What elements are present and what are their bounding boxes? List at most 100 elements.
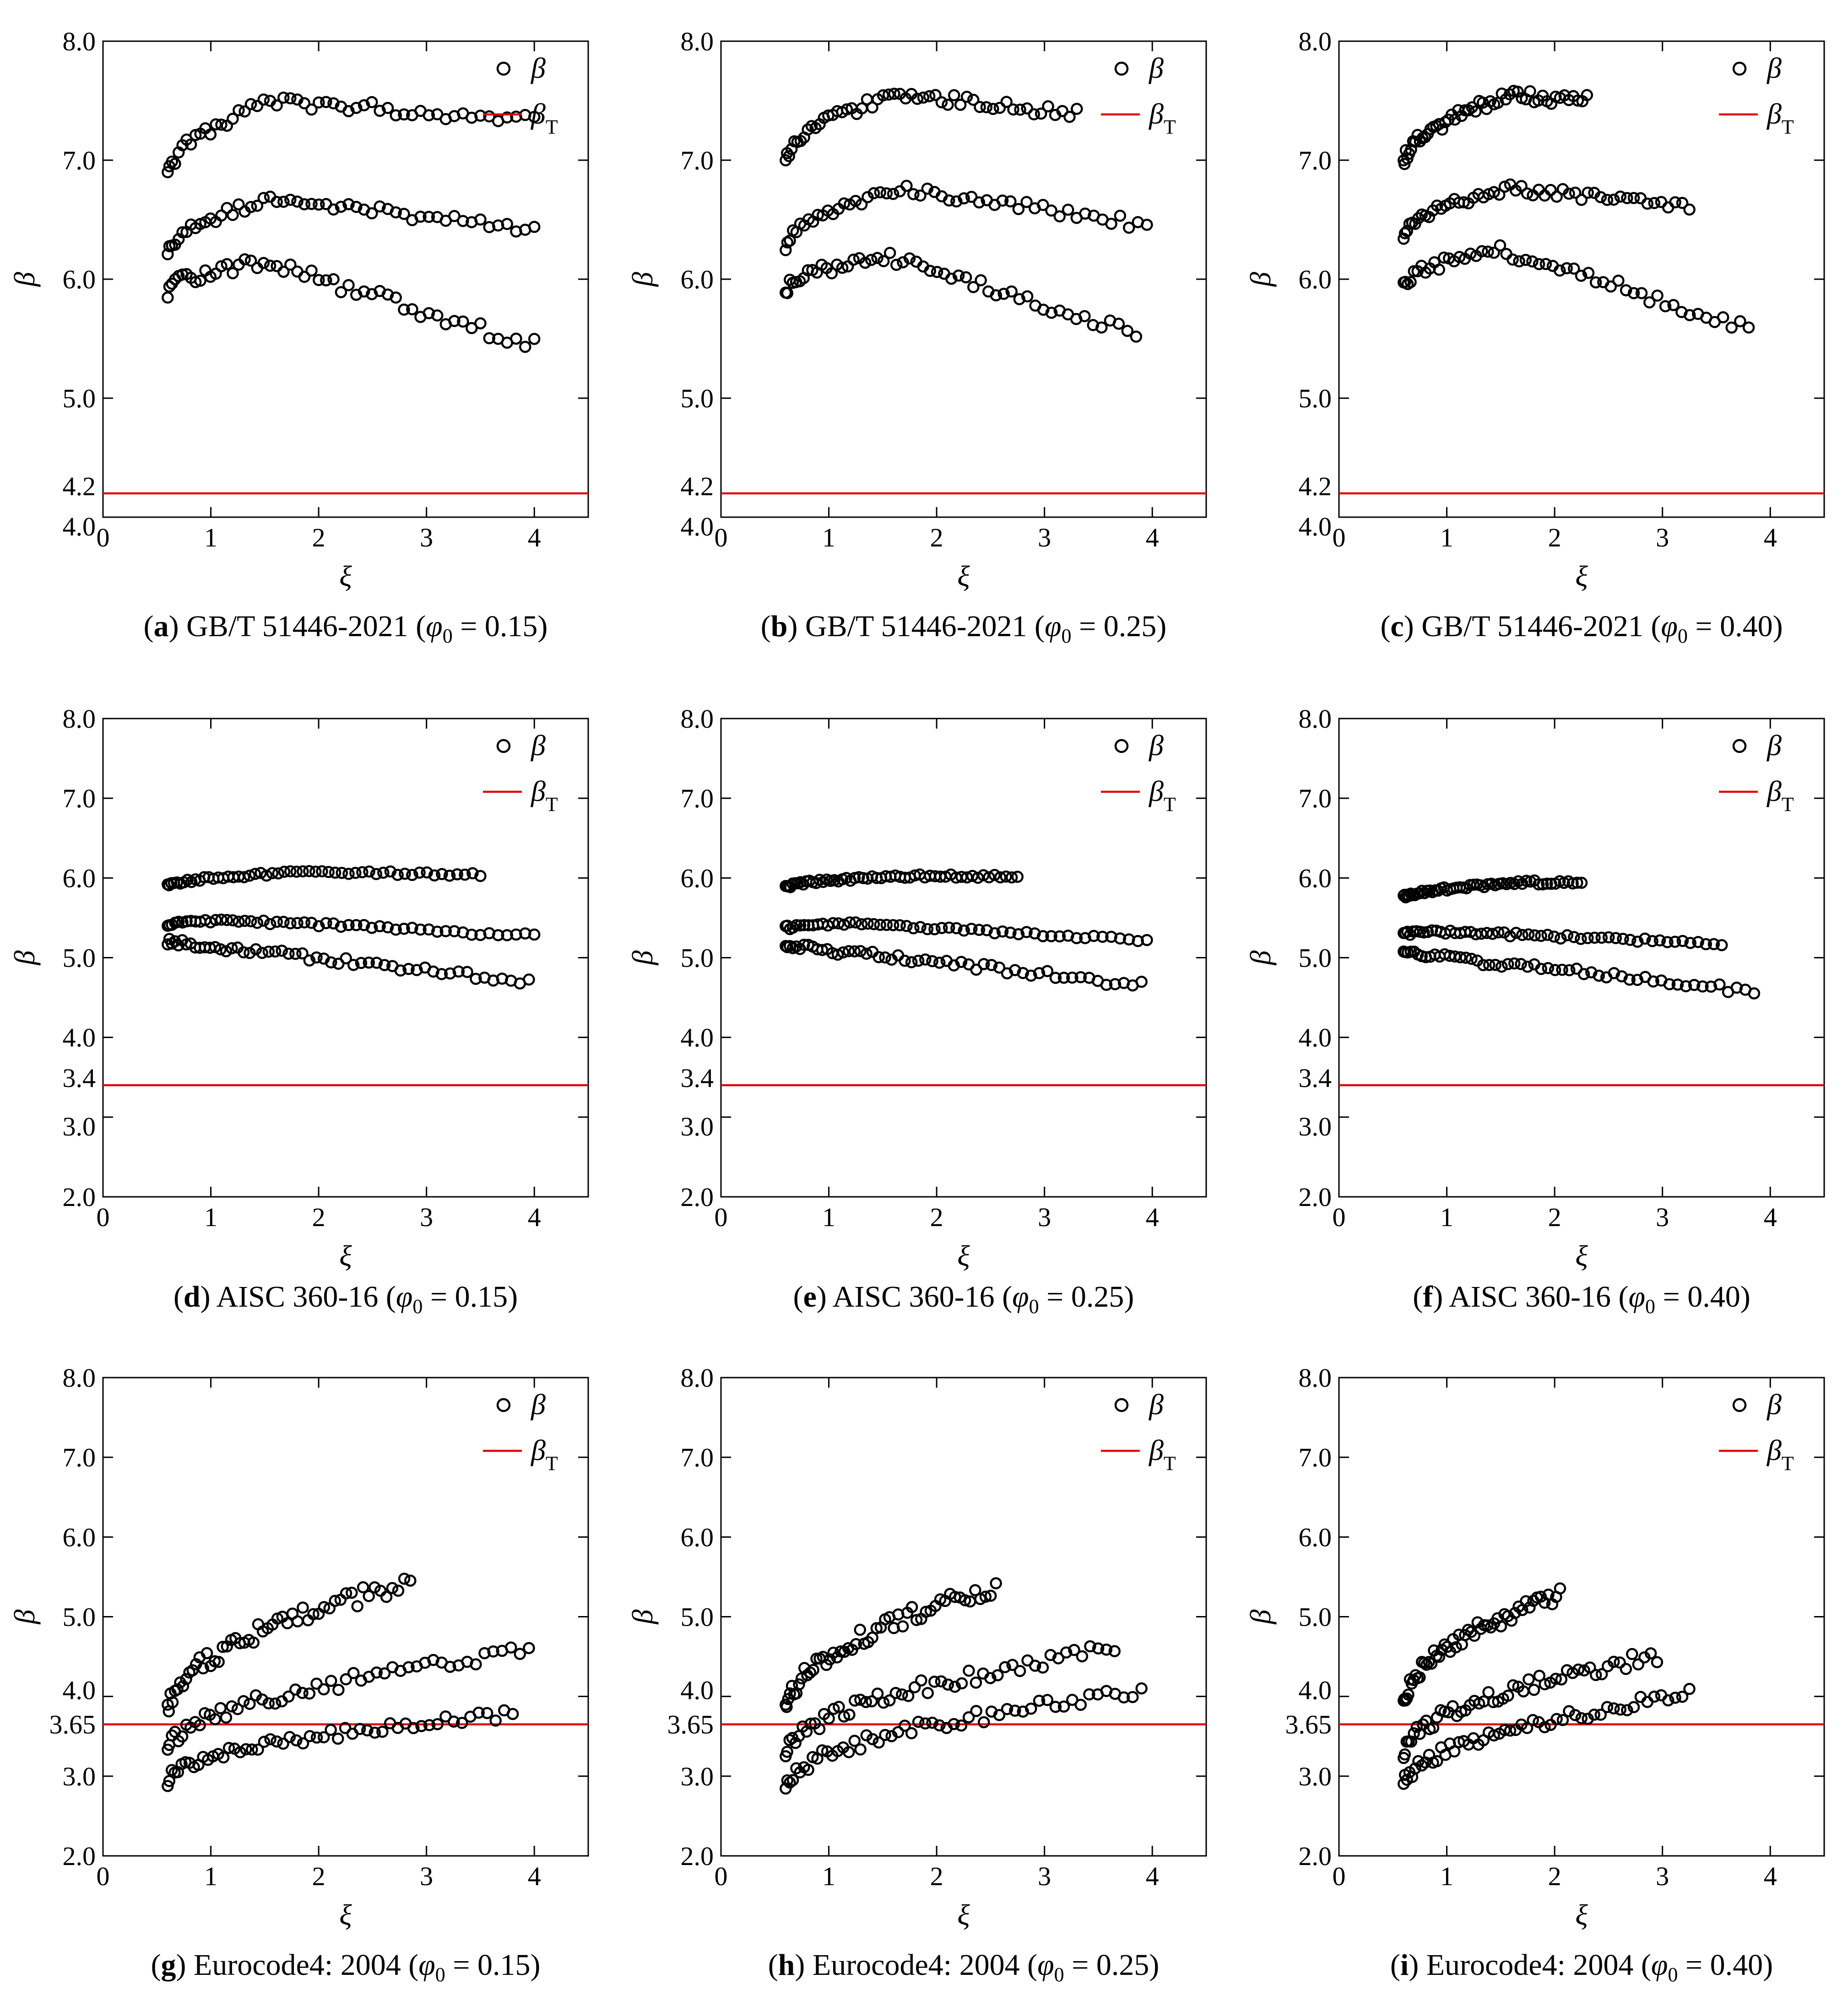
x-tick-label: 0: [97, 1202, 110, 1232]
data-point: [431, 925, 444, 938]
y-tick-label: 3.0: [63, 1762, 96, 1791]
caption-phi-sub: 0: [1645, 1295, 1655, 1318]
data-point: [284, 865, 297, 878]
data-point: [892, 1726, 905, 1738]
data-point: [381, 102, 394, 114]
data-point: [217, 1751, 230, 1764]
data-point: [859, 256, 872, 269]
data-point: [1401, 225, 1413, 238]
data-point: [528, 221, 541, 233]
data-point: [1504, 930, 1517, 943]
x-tick-label: 3: [1038, 1861, 1051, 1891]
data-point: [1108, 1645, 1121, 1658]
data-point: [899, 954, 911, 967]
data-point: [210, 118, 222, 130]
data-point: [1005, 871, 1018, 884]
data-point: [353, 1723, 366, 1735]
data-point: [358, 285, 370, 298]
panel-caption: (f) AISC 360-16 (φ0 = 0.40): [1413, 1280, 1750, 1318]
caption-phi-sub: 0: [1678, 625, 1688, 647]
data-point: [1614, 1703, 1627, 1716]
data-point: [935, 1675, 948, 1687]
data-point: [271, 915, 283, 928]
data-point: [398, 303, 410, 316]
data-point: [257, 914, 270, 927]
x-tick-label: 3: [420, 523, 433, 552]
data-point: [332, 1732, 344, 1745]
caption-paren-close: ): [1773, 610, 1783, 643]
panel-caption: (b) GB/T 51446-2021 (φ0 = 0.25): [761, 610, 1167, 647]
data-point: [194, 275, 206, 287]
data-point: [335, 286, 347, 298]
y-tick-label: 5.0: [681, 943, 714, 973]
data-point: [317, 1683, 330, 1696]
data-point: [180, 1673, 192, 1686]
x-tick-label: 3: [1038, 523, 1051, 552]
data-point: [879, 1729, 891, 1741]
legend-label-beta: β: [1148, 1388, 1164, 1421]
data-point: [269, 945, 282, 958]
data-point: [340, 1587, 352, 1600]
data-point: [257, 257, 270, 269]
x-tick-label: 1: [204, 523, 217, 552]
y-tick-label: 8.0: [681, 704, 714, 734]
data-point: [896, 1620, 909, 1633]
data-point: [1063, 111, 1076, 123]
data-point: [1402, 1688, 1414, 1701]
data-point: [902, 1690, 915, 1702]
legend-label-beta-t: βT: [530, 775, 558, 816]
data-point: [1052, 1652, 1065, 1665]
data-point: [874, 919, 887, 931]
data-point: [335, 920, 347, 933]
data-point: [1035, 108, 1047, 120]
data-point: [399, 867, 411, 880]
y-tick-label: 6.0: [63, 265, 96, 294]
data-point: [1004, 195, 1017, 208]
data-point: [938, 267, 950, 280]
target-value-label: 3.4: [681, 1063, 714, 1093]
data-point: [262, 946, 275, 958]
data-point: [924, 265, 937, 277]
data-point: [1671, 979, 1684, 991]
plot-frame: [102, 718, 589, 1198]
data-point: [959, 1594, 971, 1606]
y-tick-label: 3.65: [49, 1710, 96, 1740]
data-point: [212, 1656, 225, 1668]
y-tick-label: 4.0: [681, 1023, 714, 1053]
y-tick-label: 5.0: [681, 1602, 714, 1632]
x-axis-title: ξ: [339, 1239, 352, 1272]
data-point: [1477, 97, 1489, 109]
x-axis-title: ξ: [957, 1239, 970, 1272]
caption-paren-open: (: [401, 1948, 418, 1982]
data-point: [271, 195, 283, 208]
data-point: [1020, 196, 1033, 208]
x-tick-label: 3: [1656, 523, 1669, 552]
data-point: [1627, 192, 1640, 204]
data-point: [933, 1719, 946, 1732]
data-point: [1541, 929, 1554, 941]
data-point: [923, 90, 936, 103]
data-point: [298, 270, 311, 283]
panel-caption: (h) Eurocode4: 2004 (φ0 = 0.25): [768, 1948, 1160, 1986]
data-point: [1578, 1664, 1590, 1677]
caption-code: Eurocode4: 2004: [194, 1948, 401, 1982]
caption-paren-open: (: [408, 610, 426, 643]
caption-phi-value: 0.40: [1720, 610, 1773, 643]
data-point: [855, 198, 868, 211]
data-point: [320, 917, 332, 930]
caption-equals: =: [1039, 1280, 1071, 1314]
y-tick-label: 6.0: [1299, 1522, 1332, 1552]
data-point: [843, 1708, 856, 1721]
data-point: [1135, 1682, 1148, 1695]
data-point: [965, 190, 978, 203]
caption-paren-open: (: [1020, 1948, 1037, 1982]
data-point: [264, 190, 276, 203]
x-tick-label: 1: [822, 1202, 835, 1232]
data-point: [1519, 254, 1532, 266]
x-tick-label: 1: [822, 523, 835, 552]
data-point: [1469, 105, 1482, 118]
y-axis-title: β: [1244, 950, 1277, 966]
data-point: [444, 967, 456, 980]
y-tick-label: 3.0: [681, 1762, 714, 1791]
data-point: [1459, 952, 1472, 964]
